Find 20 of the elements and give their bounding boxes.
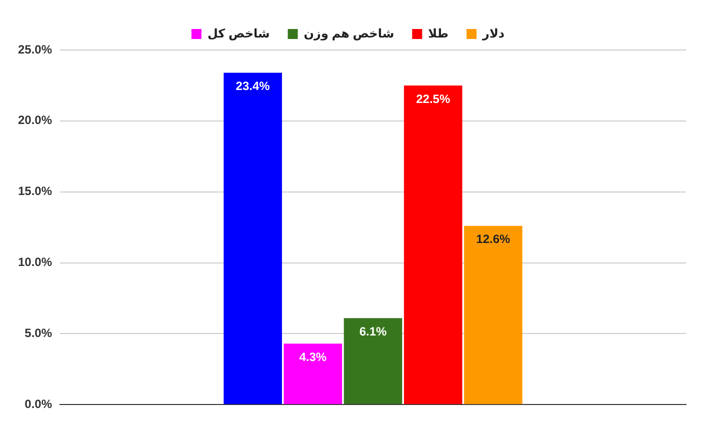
bar [224, 72, 282, 404]
legend-label: شاخص هم وزن [304, 26, 394, 40]
y-tick-label: 20.0% [18, 113, 52, 128]
bar [284, 344, 342, 404]
bar [464, 226, 522, 404]
legend-label: شاخص کل [207, 26, 270, 40]
data-label: 12.6% [476, 232, 511, 246]
y-tick-label: 10.0% [18, 255, 52, 270]
y-tick-label: 15.0% [18, 184, 52, 198]
data-label: 4.3% [299, 350, 327, 364]
legend-label: طلا [428, 26, 449, 40]
data-label: 22.5% [416, 92, 450, 106]
data-label: 23.4% [236, 79, 270, 94]
data-label: 6.1% [359, 324, 388, 338]
bar [344, 318, 402, 404]
legend-label: دلار [482, 26, 505, 40]
y-tick-label: 0.0% [24, 396, 52, 411]
y-tick-label: 5.0% [24, 326, 52, 340]
bar [404, 85, 462, 404]
y-tick-label: 25.0% [18, 42, 52, 56]
